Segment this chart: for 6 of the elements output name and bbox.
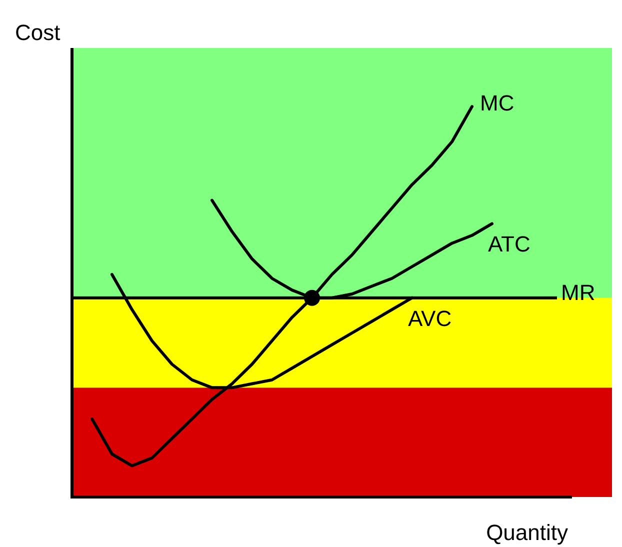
ref-line-label: MR xyxy=(561,280,596,305)
x-axis-title: Quantity xyxy=(486,520,568,545)
series-label: AVC xyxy=(408,306,452,331)
series-label: MC xyxy=(480,90,514,116)
series-label: ATC xyxy=(488,232,530,257)
y-axis-title: Cost xyxy=(15,20,60,45)
